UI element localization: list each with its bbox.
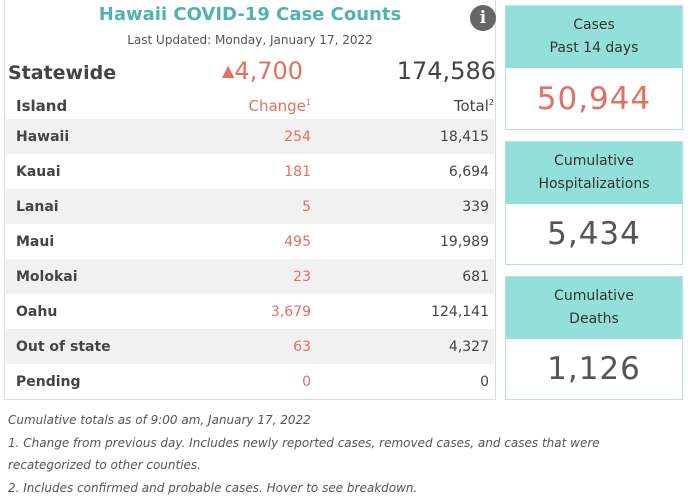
column-header-total: Total2 [454,97,494,115]
island-change: 5 [302,199,311,215]
island-change: 254 [284,129,311,145]
statewide-total[interactable]: 174,586 [397,57,496,85]
deaths-card-header: Cumulative Deaths [506,277,682,339]
footnote-marker-1: 1 [306,98,311,107]
island-change: 3,679 [271,304,311,320]
cases-card-title-line2: Past 14 days [506,37,682,60]
table-row[interactable]: Oahu 3,679 124,141 [6,294,494,329]
island-name: Oahu [16,304,57,320]
cases-14-day-card: Cases Past 14 days 50,944 [505,5,683,130]
footnote-marker-2: 2 [489,98,494,107]
last-updated: Last Updated: Monday, January 17, 2022 [0,33,500,47]
island-name: Hawaii [16,129,69,145]
footnote-timestamp: Cumulative totals as of 9:00 am, January… [8,409,688,432]
table-row[interactable]: Maui 495 19,989 [6,224,494,259]
deaths-card-value: 1,126 [506,339,682,399]
statewide-change[interactable]: ▲4,700 [222,57,303,85]
footnote-2: 2. Includes confirmed and probable cases… [8,477,688,499]
column-header-total-label: Total [454,97,489,115]
island-total[interactable]: 4,327 [449,339,489,355]
hospitalizations-card-title-line2: Hospitalizations [506,173,682,196]
island-name: Maui [16,234,54,250]
hospitalizations-card: Cumulative Hospitalizations 5,434 [505,141,683,265]
island-change: 0 [302,374,311,390]
deaths-card-title-line2: Deaths [506,308,682,331]
table-row[interactable]: Hawaii 254 18,415 [6,119,494,154]
table-row[interactable]: Lanai 5 339 [6,189,494,224]
deaths-card-title-line1: Cumulative [506,285,682,308]
island-total[interactable]: 0 [480,374,489,390]
cases-card-header: Cases Past 14 days [506,6,682,68]
island-total[interactable]: 6,694 [449,164,489,180]
table-row[interactable]: Molokai 23 681 [6,259,494,294]
up-arrow-icon: ▲ [222,61,234,80]
hospitalizations-card-value: 5,434 [506,204,682,264]
island-change: 181 [284,164,311,180]
column-header-island: Island [16,97,67,115]
table-row[interactable]: Kauai 181 6,694 [6,154,494,189]
statewide-change-value: 4,700 [234,57,303,85]
cases-card-value: 50,944 [506,68,682,130]
info-icon[interactable]: i [470,5,496,31]
footnotes: Cumulative totals as of 9:00 am, January… [8,409,688,499]
island-change: 23 [293,269,311,285]
island-name: Out of state [16,339,111,355]
table-row[interactable]: Out of state 63 4,327 [6,329,494,364]
island-total[interactable]: 19,989 [440,234,489,250]
page-title: Hawaii COVID-19 Case Counts [0,4,500,25]
cases-card-title-line1: Cases [506,14,682,37]
hospitalizations-card-title-line1: Cumulative [506,150,682,173]
column-header-change: Change1 [248,97,311,115]
island-total[interactable]: 681 [462,269,489,285]
hospitalizations-card-header: Cumulative Hospitalizations [506,142,682,204]
island-name: Kauai [16,164,61,180]
deaths-card: Cumulative Deaths 1,126 [505,276,683,400]
statewide-label: Statewide [8,62,116,84]
island-name: Molokai [16,269,78,285]
footnote-1-continued: recategorized to other counties. [8,454,688,477]
island-total[interactable]: 124,141 [431,304,489,320]
island-change: 495 [284,234,311,250]
table-row[interactable]: Pending 0 0 [6,364,494,399]
island-total[interactable]: 339 [462,199,489,215]
island-total[interactable]: 18,415 [440,129,489,145]
island-name: Lanai [16,199,59,215]
island-change: 63 [293,339,311,355]
island-name: Pending [16,374,81,390]
column-header-change-label: Change [248,97,305,115]
footnote-1: 1. Change from previous day. Includes ne… [8,432,688,455]
